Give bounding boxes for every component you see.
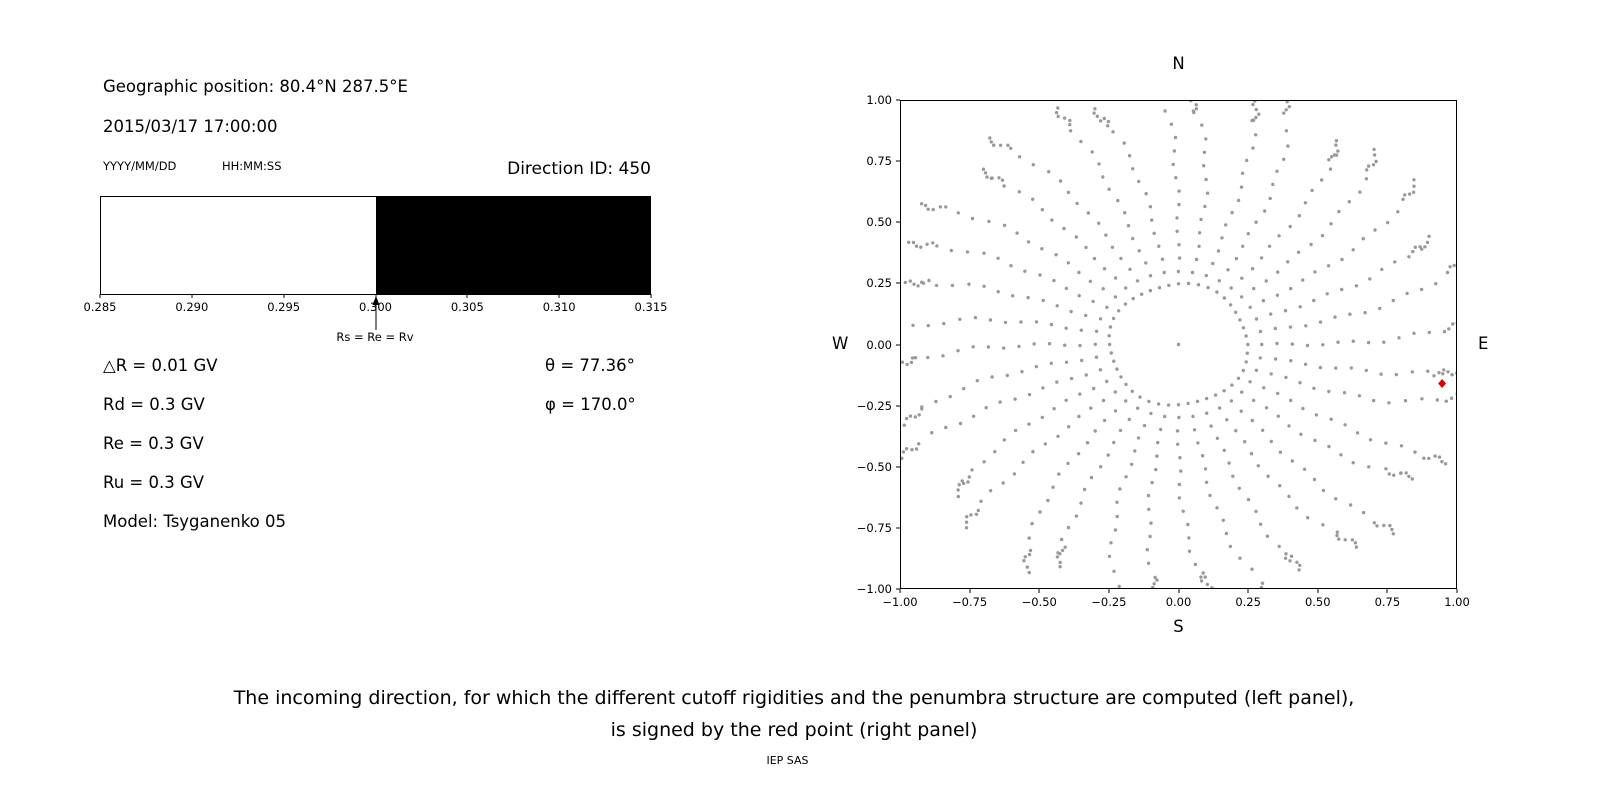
y-tick bbox=[896, 466, 900, 468]
penumbra-tick bbox=[466, 294, 468, 298]
model-label: Model: Tsyganenko 05 bbox=[103, 512, 287, 531]
direction-scatter bbox=[901, 101, 1456, 588]
compass-west-label: W bbox=[832, 334, 849, 353]
x-tick bbox=[1178, 589, 1179, 593]
x-tick bbox=[969, 589, 971, 593]
penumbra-tick-label: 0.290 bbox=[175, 300, 209, 314]
penumbra-tick bbox=[558, 294, 560, 298]
direction-id-label: Direction ID: 450 bbox=[507, 159, 651, 179]
penumbra-chart bbox=[100, 196, 651, 295]
x-tick-label: 0.00 bbox=[1165, 595, 1192, 609]
time-format-label: HH:MM:SS bbox=[222, 159, 282, 173]
x-tick-label: −0.75 bbox=[952, 595, 988, 609]
penumbra-tick bbox=[283, 294, 285, 298]
penumbra-tick bbox=[99, 294, 101, 298]
caption-line-2: is signed by the red point (right panel) bbox=[610, 719, 978, 741]
x-tick bbox=[1456, 589, 1458, 593]
x-tick bbox=[899, 589, 901, 593]
re-value: Re = 0.3 GV bbox=[103, 434, 204, 453]
y-tick-label: −0.25 bbox=[856, 398, 892, 413]
penumbra-tick-label: 0.315 bbox=[634, 300, 668, 314]
y-tick bbox=[896, 405, 900, 407]
penumbra-tick-label: 0.295 bbox=[267, 300, 301, 314]
y-tick-label: 0.75 bbox=[866, 154, 892, 169]
geo-position-label: Geographic position: 80.4°N 287.5°E bbox=[103, 77, 408, 96]
y-tick bbox=[896, 527, 900, 529]
theta-value: θ = 77.36° bbox=[545, 356, 635, 375]
x-tick-label: 1.00 bbox=[1444, 595, 1470, 609]
cutoff-annotation-label: Rs = Re = Rv bbox=[336, 330, 414, 344]
y-tick-label: 1.00 bbox=[866, 93, 892, 107]
x-tick bbox=[1108, 589, 1110, 593]
y-tick bbox=[896, 221, 900, 223]
y-tick bbox=[896, 344, 900, 345]
x-tick-label: −1.00 bbox=[882, 595, 918, 609]
ru-value: Ru = 0.3 GV bbox=[103, 473, 205, 492]
compass-north-label: N bbox=[1172, 54, 1185, 73]
delta-r-value: △R = 0.01 GV bbox=[103, 356, 218, 375]
x-tick bbox=[1038, 589, 1040, 593]
x-tick-label: −0.50 bbox=[1021, 595, 1057, 609]
direction-map-plot bbox=[900, 100, 1457, 589]
compass-south-label: S bbox=[1173, 617, 1184, 636]
rd-value: Rd = 0.3 GV bbox=[103, 395, 205, 414]
y-tick bbox=[896, 160, 900, 162]
date-format-label: YYYY/MM/DD bbox=[103, 159, 177, 173]
x-tick-label: 0.50 bbox=[1304, 595, 1331, 609]
penumbra-tick-label: 0.285 bbox=[83, 300, 117, 314]
y-tick-label: −0.75 bbox=[856, 520, 892, 535]
y-tick bbox=[896, 588, 900, 590]
x-tick bbox=[1247, 589, 1249, 593]
y-axis: −1.00 −0.75 −0.50 −0.25 0.00 0.25 0.50 0.75 1.00 bbox=[826, 93, 900, 596]
y-tick-label: −0.50 bbox=[856, 459, 892, 474]
y-tick bbox=[896, 99, 900, 101]
arrow-up-icon bbox=[372, 296, 379, 330]
phi-value: φ = 170.0° bbox=[545, 395, 636, 414]
x-tick-label: 0.75 bbox=[1374, 595, 1401, 609]
caption-line-1: The incoming direction, for which the di… bbox=[233, 687, 1355, 709]
penumbra-tick-label: 0.305 bbox=[450, 300, 484, 314]
credit-label: IEP SAS bbox=[766, 754, 809, 767]
x-tick-label: 0.25 bbox=[1235, 595, 1261, 609]
forbidden-band bbox=[375, 197, 650, 294]
y-tick-label: 0.50 bbox=[866, 215, 892, 230]
x-tick bbox=[1317, 589, 1319, 593]
datetime-label: 2015/03/17 17:00:00 bbox=[103, 117, 278, 136]
asymptotic-direction-dots bbox=[901, 101, 1456, 588]
selected-direction-point bbox=[1438, 379, 1447, 388]
x-tick bbox=[1386, 589, 1388, 593]
penumbra-tick bbox=[650, 294, 652, 298]
penumbra-tick bbox=[191, 294, 193, 298]
y-tick-label: −1.00 bbox=[856, 582, 892, 596]
x-axis: −1.00 −0.75 −0.50 −0.25 0.00 0.25 0.50 0.75 1.00 bbox=[882, 589, 1470, 613]
y-tick bbox=[896, 282, 900, 284]
compass-east-label: E bbox=[1478, 334, 1489, 353]
y-tick-label: 0.25 bbox=[866, 276, 892, 291]
x-tick-label: −0.25 bbox=[1091, 595, 1127, 609]
penumbra-tick-label: 0.310 bbox=[542, 300, 576, 314]
y-tick-label: 0.00 bbox=[866, 337, 892, 352]
